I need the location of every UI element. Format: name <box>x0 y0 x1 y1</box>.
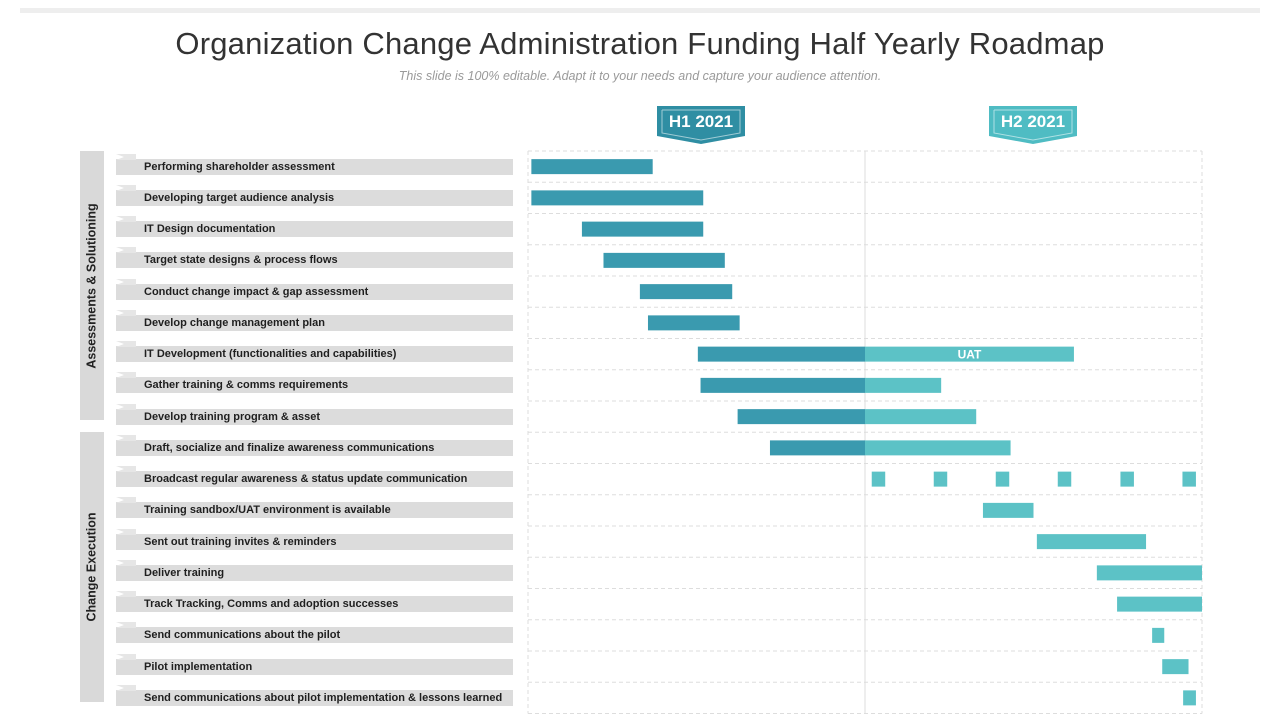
period-label-h1: H1 2021 <box>668 112 734 131</box>
task-bar-segment <box>1120 471 1134 487</box>
task-row: Gather training & comms requirements <box>116 372 513 394</box>
task-row: Develop training program & asset <box>116 403 513 425</box>
task-bar <box>647 315 740 331</box>
row-notch-icon <box>116 622 136 629</box>
chart-title: Organization Change Administration Fundi… <box>175 26 1105 61</box>
task-label: Broadcast regular awareness & status upd… <box>144 473 468 486</box>
task-label: Send communications about the pilot <box>144 629 341 642</box>
task-label: IT Development (functionalities and capa… <box>144 348 397 361</box>
task-row: Track Tracking, Comms and adoption succe… <box>116 591 513 613</box>
task-row: Training sandbox/UAT environment is avai… <box>116 497 513 519</box>
task-label: Develop change management plan <box>144 316 325 329</box>
row-notch-icon <box>116 684 136 691</box>
task-bar <box>531 190 704 206</box>
task-bar <box>982 502 1034 518</box>
task-row: Send communications about pilot implemen… <box>116 684 513 706</box>
task-row: Performing shareholder assessment <box>116 153 513 175</box>
row-notch-icon <box>116 247 136 254</box>
group-band <box>80 151 104 421</box>
task-bar-h1 <box>737 409 865 425</box>
task-label: Pilot implementation <box>144 660 253 673</box>
row-notch-icon <box>116 278 136 285</box>
task-label: Training sandbox/UAT environment is avai… <box>144 504 391 517</box>
task-row: IT Design documentation <box>116 216 513 238</box>
row-notch-icon <box>116 341 136 348</box>
row-notch-icon <box>116 653 136 660</box>
task-bar-h2 <box>865 377 942 393</box>
period-badge-h2: H2 2021 <box>989 106 1077 144</box>
task-bar <box>603 252 725 268</box>
task-bar-h1 <box>769 440 865 456</box>
task-bar-segment <box>1057 471 1072 487</box>
task-row: Draft, socialize and finalize awareness … <box>116 434 513 456</box>
task-row: Target state designs & process flows <box>116 247 513 269</box>
task-bar <box>1096 565 1202 581</box>
task-row: Send communications about the pilot <box>116 622 513 644</box>
bar-annotation: UAT <box>958 348 982 362</box>
task-bar <box>1036 534 1147 550</box>
task-bar-h2 <box>865 440 1011 456</box>
task-bar <box>581 221 704 237</box>
row-notch-icon <box>116 528 136 535</box>
row-notch-icon <box>116 372 136 379</box>
group-band <box>80 432 104 702</box>
row-notch-icon <box>116 466 136 473</box>
period-badge-h1: H1 2021 <box>657 106 745 144</box>
row-notch-icon <box>116 184 136 191</box>
top-divider <box>20 8 1260 13</box>
task-row: Deliver training <box>116 559 513 581</box>
task-row: Sent out training invites & reminders <box>116 528 513 550</box>
task-label: Send communications about pilot implemen… <box>144 691 503 704</box>
task-bar-h2 <box>865 409 977 425</box>
row-notch-icon <box>116 497 136 504</box>
task-row: Pilot implementation <box>116 653 513 675</box>
row-notch-icon <box>116 591 136 598</box>
task-label: Target state designs & process flows <box>144 254 338 267</box>
row-notch-icon <box>116 309 136 316</box>
task-bar-segment <box>1182 471 1196 487</box>
task-label: Develop training program & asset <box>144 410 321 423</box>
task-bar <box>1117 596 1202 612</box>
period-label-h2: H2 2021 <box>1000 112 1066 131</box>
task-bar-segment <box>995 471 1010 487</box>
task-bar-segment <box>933 471 948 487</box>
chart-subtitle: This slide is 100% editable. Adapt it to… <box>398 69 882 83</box>
task-bar-segment <box>871 471 886 487</box>
task-bar <box>1183 690 1196 706</box>
row-notch-icon <box>116 153 136 160</box>
task-row: Developing target audience analysis <box>116 184 513 206</box>
task-bar <box>1152 627 1165 643</box>
task-bar-h1 <box>697 346 865 362</box>
task-bar-h2 <box>865 346 1074 362</box>
task-row: Broadcast regular awareness & status upd… <box>116 466 513 488</box>
row-notch-icon <box>116 403 136 410</box>
task-bar-h1 <box>700 377 865 393</box>
task-label: Draft, socialize and finalize awareness … <box>144 441 435 454</box>
row-notch-icon <box>116 559 136 566</box>
row-notch-icon <box>116 216 136 223</box>
task-bar <box>1162 659 1189 675</box>
task-bar <box>639 284 733 300</box>
task-label: Track Tracking, Comms and adoption succe… <box>144 598 399 611</box>
task-bar <box>531 159 653 175</box>
task-label: Developing target audience analysis <box>144 191 335 204</box>
badge-shape-h2 <box>989 106 1077 144</box>
task-label: Performing shareholder assessment <box>144 160 335 173</box>
badge-shape-h1 <box>657 106 745 144</box>
task-row: Develop change management plan <box>116 309 513 331</box>
task-label: Conduct change impact & gap assessment <box>144 285 369 298</box>
task-row: Conduct change impact & gap assessment <box>116 278 513 300</box>
task-row: IT Development (functionalities and capa… <box>116 341 513 363</box>
row-notch-icon <box>116 434 136 441</box>
task-label: Gather training & comms requirements <box>144 379 349 392</box>
task-label: Sent out training invites & reminders <box>144 535 337 548</box>
task-label: Deliver training <box>144 566 225 579</box>
task-label: IT Design documentation <box>144 223 276 236</box>
